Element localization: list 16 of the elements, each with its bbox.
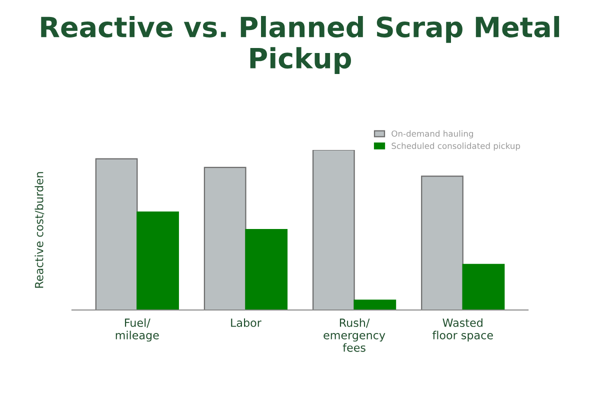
bar: [136, 212, 179, 310]
bar: [462, 264, 505, 310]
chart-title: Reactive vs. Planned Scrap Metal Pickup: [41, 16, 560, 74]
bar: [421, 176, 464, 310]
bar: [204, 166, 246, 310]
bar: [312, 150, 355, 310]
y-axis-title: Reactive cost/burden: [34, 172, 44, 288]
legend-label: On-demand hauling: [392, 130, 473, 138]
x-tick-label: Rush/ emergency fees: [324, 318, 386, 352]
bar: [354, 300, 396, 310]
bar: [245, 228, 288, 310]
legend-label: Scheduled consolidated pickup: [392, 142, 520, 151]
x-tick-label: Wasted floor space: [432, 318, 493, 342]
x-tick-label: Fuel/ mileage: [116, 318, 159, 342]
bar: [95, 158, 138, 310]
x-tick-label: Labor: [231, 318, 262, 327]
